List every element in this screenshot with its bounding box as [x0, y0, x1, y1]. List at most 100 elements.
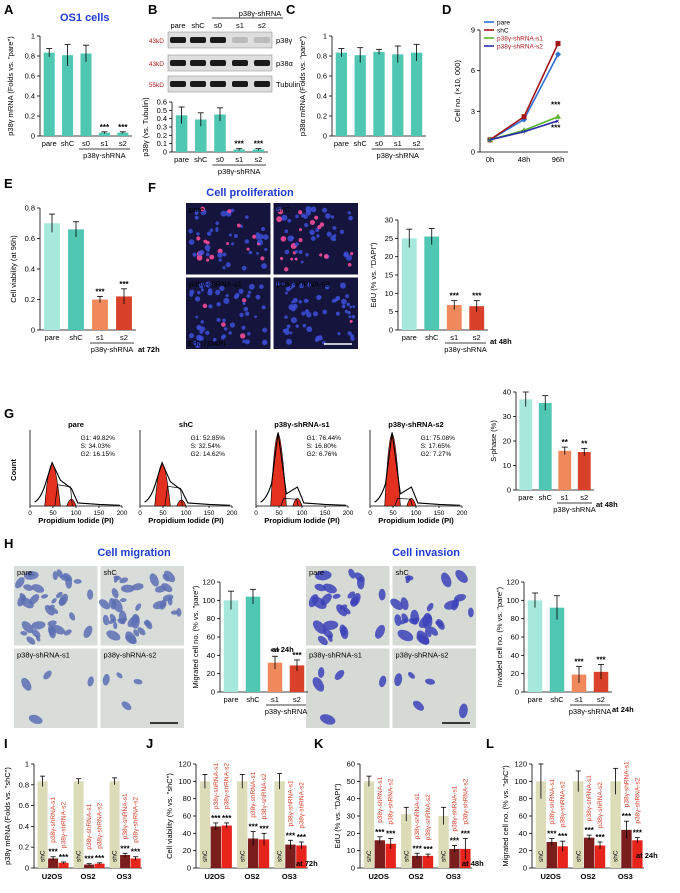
- cell: [351, 314, 356, 319]
- cell: [261, 339, 268, 346]
- bar: [583, 837, 595, 868]
- category-label: s0: [375, 139, 383, 148]
- g1-peak: [154, 463, 171, 507]
- cell: [170, 610, 179, 615]
- bar: [446, 305, 462, 330]
- lane-label: s2: [258, 21, 266, 30]
- cell-line-label: OS3: [282, 872, 297, 881]
- category-label: s1: [394, 139, 402, 148]
- x-tick-label: 50: [275, 510, 283, 517]
- band-label: p38γ: [276, 36, 293, 45]
- cell: [281, 282, 285, 286]
- time-note: at 24h: [272, 645, 294, 654]
- cell: [352, 305, 356, 308]
- y-axis-label: Migrated cell no. (% vs. "pare"): [191, 585, 200, 688]
- group-label: p38γ-shRNA: [569, 707, 612, 716]
- x-tick-label: 200: [457, 510, 468, 517]
- cell: [339, 282, 347, 289]
- cell: [325, 213, 331, 219]
- y-tick-label: 0.2: [157, 131, 167, 140]
- y-axis-label: EdU (% vs. "DAPI"): [333, 783, 342, 848]
- cell: [292, 297, 298, 303]
- cell: [327, 635, 333, 642]
- bar: [410, 52, 423, 136]
- cell-line-label: OS2: [244, 872, 259, 881]
- category-label: shC: [246, 695, 260, 704]
- cell: [246, 294, 251, 299]
- blot-band: [190, 60, 206, 66]
- y-tick-label: 6: [471, 66, 475, 75]
- cell: [102, 614, 110, 626]
- cell: [245, 215, 249, 219]
- cell: [205, 252, 210, 257]
- x-tick-label: 200: [117, 510, 128, 517]
- x-tick-label: 150: [434, 510, 445, 517]
- cell: [20, 631, 28, 636]
- image-label: p38γ-shRNA-s1: [309, 651, 362, 660]
- data-point: [555, 41, 561, 47]
- category-label: s1: [235, 155, 243, 164]
- y-tick-label: 0: [211, 688, 215, 697]
- lane-label: s0: [214, 21, 222, 30]
- y-tick-label: 20: [503, 437, 511, 446]
- category-label: s2: [254, 155, 262, 164]
- significance: ***: [292, 651, 302, 660]
- cell: [262, 327, 268, 333]
- cell: [224, 327, 228, 331]
- cell: [215, 227, 219, 231]
- phase-stat: G2: 14.62%: [191, 451, 226, 458]
- x-tick-label: 100: [297, 510, 308, 517]
- y-tick-label: 80: [511, 614, 519, 623]
- panel-letter: A: [4, 2, 14, 17]
- phase-stat: G2: 6.76%: [307, 451, 338, 458]
- series-label: p38γ-shRNA-s2: [133, 796, 140, 842]
- phase-stat: G1: 75.08%: [421, 435, 456, 442]
- image-label: pare: [189, 205, 204, 214]
- y-axis-label: Cell viability (at 96h): [9, 235, 18, 303]
- cell: [205, 330, 210, 336]
- cell: [198, 282, 205, 289]
- cell: [332, 593, 341, 599]
- y-tick-label: 0.5: [157, 106, 167, 115]
- cell: [52, 624, 66, 635]
- blot-band: [232, 60, 248, 66]
- y-tick-label: 120: [178, 760, 191, 769]
- data-point: ×: [521, 128, 526, 137]
- cell: [356, 576, 365, 590]
- y-tick-label: 40: [503, 388, 511, 397]
- y-tick-label: 3: [471, 107, 475, 116]
- cell-line-label: OS2: [408, 872, 423, 881]
- category-label: s2: [120, 333, 128, 342]
- bar: [210, 826, 221, 868]
- y-tick-label: 1: [25, 760, 29, 769]
- x-tick-label: 0: [28, 510, 32, 517]
- y-tick-label: 0.8: [25, 204, 35, 213]
- blot-band: [210, 37, 226, 43]
- y-tick-label: 0.4: [157, 114, 167, 123]
- cell: [135, 603, 142, 611]
- x-tick-label: 50: [49, 510, 57, 517]
- series-label: p38γ-shRNA-s1: [86, 803, 93, 849]
- series-label: p38γ-shRNA-s1: [377, 777, 384, 823]
- series-line: [489, 43, 559, 141]
- cell: [317, 225, 322, 230]
- band-label: p38α: [276, 59, 294, 68]
- cell: [412, 700, 425, 711]
- cell: [208, 304, 213, 309]
- bar: [411, 855, 423, 868]
- series-line: [489, 120, 559, 141]
- series-label: p38γ-shRNA-s2: [224, 763, 231, 809]
- category-label: shC: [354, 139, 368, 148]
- panel-letter: D: [442, 2, 451, 17]
- cell: [306, 282, 311, 288]
- cell: [349, 319, 353, 324]
- cell: [133, 678, 143, 685]
- cell: [29, 594, 40, 605]
- bar: [401, 814, 412, 868]
- cell: [69, 612, 76, 621]
- cell: [137, 627, 146, 636]
- bar: [247, 838, 259, 868]
- y-tick-label: 15: [385, 271, 393, 280]
- time-note: at 48h: [462, 859, 484, 868]
- significance: ***: [254, 140, 264, 149]
